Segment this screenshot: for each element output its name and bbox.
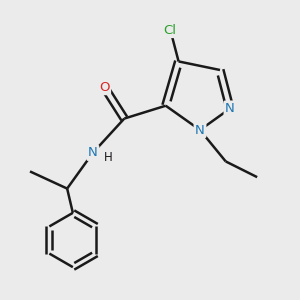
- Text: N: N: [225, 102, 235, 115]
- Text: O: O: [99, 81, 110, 94]
- Text: N: N: [88, 146, 98, 159]
- Text: N: N: [195, 124, 205, 136]
- Text: H: H: [104, 151, 113, 164]
- Text: Cl: Cl: [164, 23, 176, 37]
